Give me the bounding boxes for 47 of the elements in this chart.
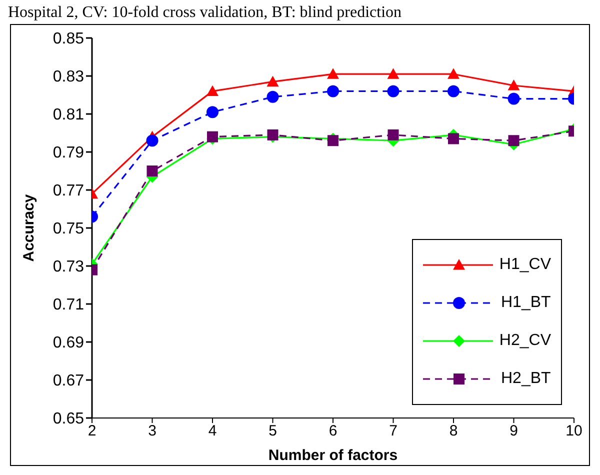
x-tick-label: 2 <box>88 422 96 440</box>
point <box>328 135 338 146</box>
point <box>448 68 460 79</box>
y-tick-label: 0.85 <box>52 30 84 48</box>
point <box>388 129 399 140</box>
legend-label: H1_BT <box>501 294 551 312</box>
y-tick-label: 0.73 <box>52 258 84 276</box>
point <box>146 166 158 176</box>
x-tick-label: 4 <box>208 422 217 440</box>
y-tick-label: 0.71 <box>52 296 84 314</box>
point <box>387 68 400 79</box>
x-tick-label: 5 <box>268 422 277 440</box>
text: Hospital 2, CV: 10-fold cross validation, BT: blind prediction <box>8 4 403 22</box>
y-tick-label: 0.77 <box>52 182 84 200</box>
y-tick-label: 0.65 <box>52 410 84 428</box>
x-tick-label: 6 <box>328 422 338 440</box>
point <box>508 135 520 146</box>
point <box>508 92 520 105</box>
point <box>206 106 218 118</box>
y-tick-label: 0.79 <box>52 144 84 162</box>
point <box>448 85 460 98</box>
x-tick-label: 10 <box>566 422 582 440</box>
y-tick-label: 0.75 <box>52 220 84 238</box>
point <box>146 134 158 147</box>
x-tick-label: 3 <box>148 422 156 440</box>
point <box>206 85 218 96</box>
point <box>448 133 459 144</box>
legend-label: H2_CV <box>499 332 551 350</box>
x-tick-label: 7 <box>389 422 398 440</box>
point <box>267 129 278 140</box>
legend-label: H2_BT <box>501 370 551 388</box>
point <box>387 85 400 98</box>
point <box>508 80 520 90</box>
x-tick-label: 8 <box>449 422 458 440</box>
y-tick-label: 0.67 <box>52 372 84 390</box>
y-tick-label: 0.81 <box>52 106 84 124</box>
y-tick-label: 0.69 <box>52 334 84 352</box>
point <box>207 131 218 142</box>
point <box>327 85 339 98</box>
point <box>327 68 339 79</box>
x-axis-title: Number of factors <box>268 447 398 464</box>
y-tick-label: 0.83 <box>52 68 84 86</box>
y-axis-title: Accuracy <box>20 194 38 262</box>
point <box>266 90 279 103</box>
point <box>266 76 279 86</box>
x-tick-label: 9 <box>510 422 518 440</box>
legend-label: H1_CV <box>499 256 551 274</box>
